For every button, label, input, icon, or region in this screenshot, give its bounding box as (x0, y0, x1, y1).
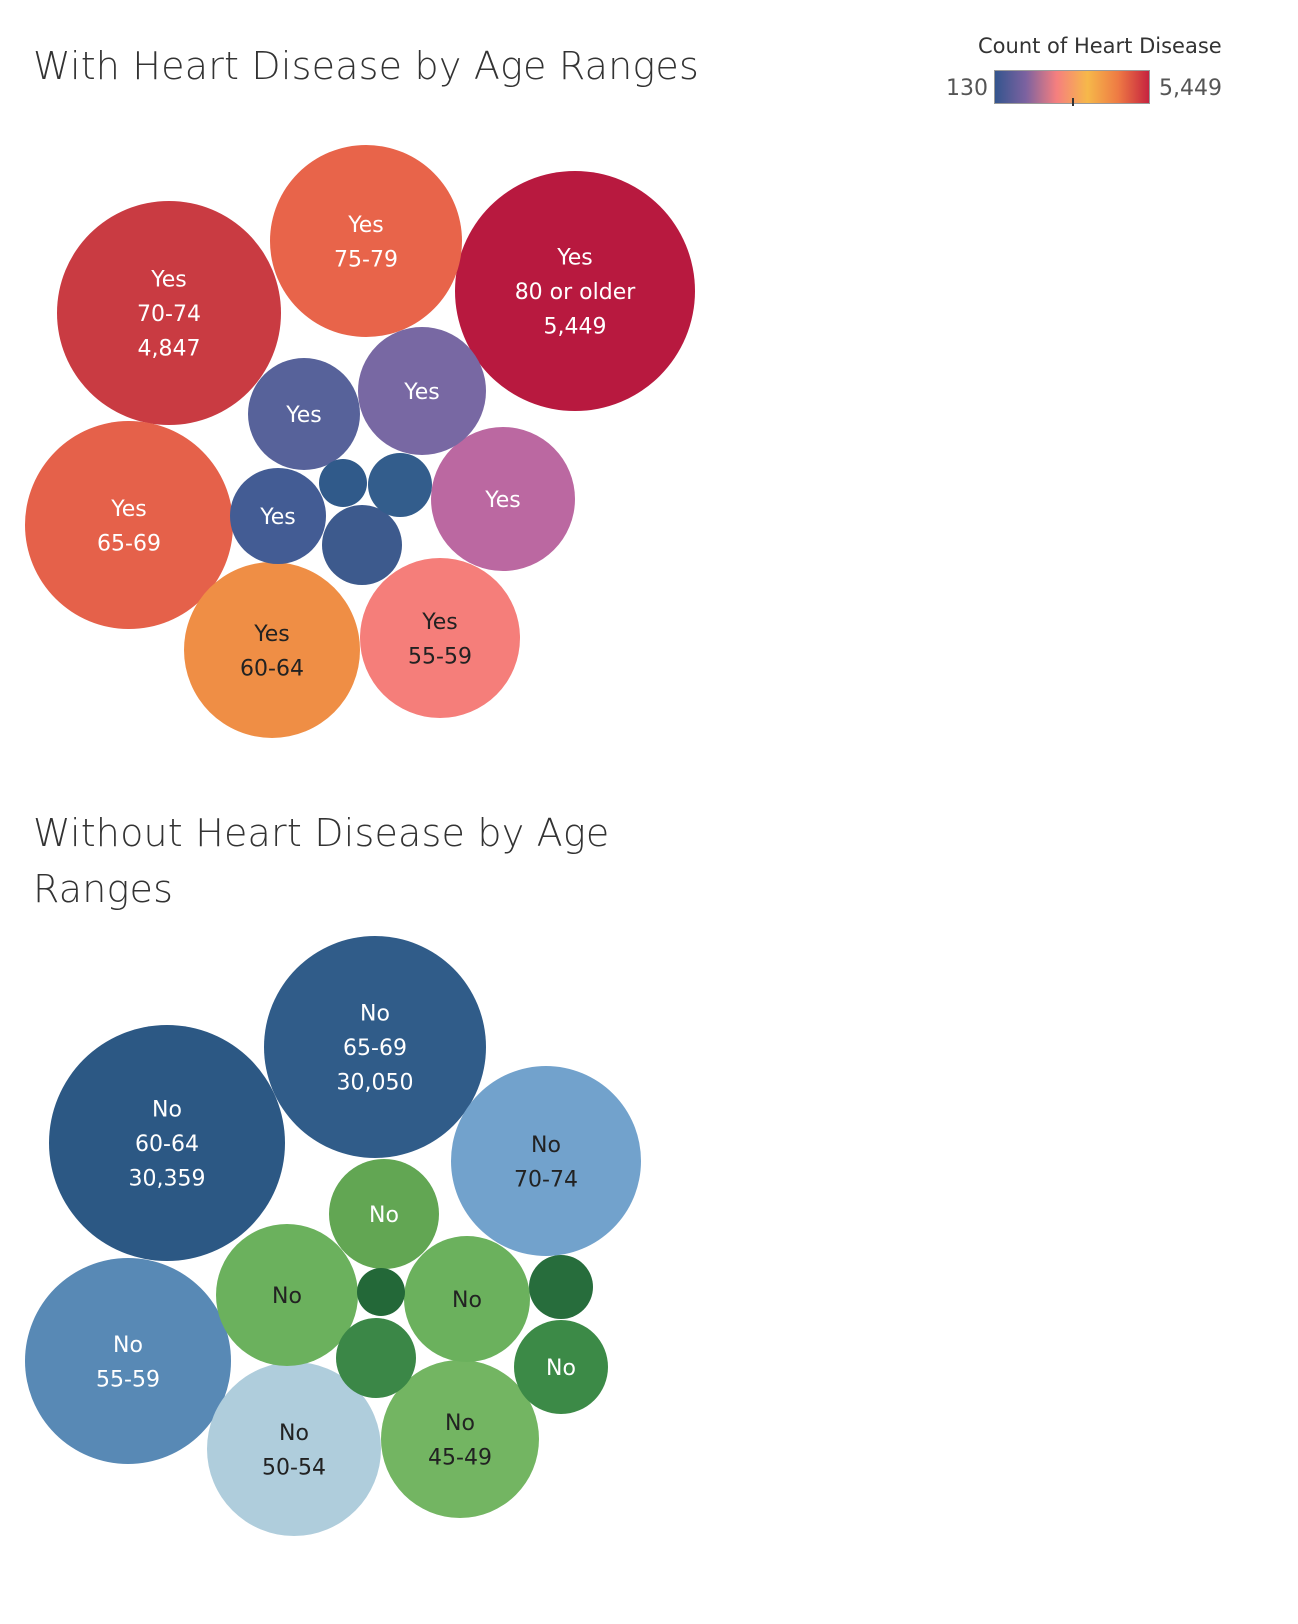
bubble-circle[interactable] (207, 1362, 381, 1536)
bubble-label-age-range: 50-54 (262, 1455, 326, 1480)
bubble-circle[interactable] (57, 201, 281, 425)
bubble-yes-6[interactable]: Yes 55-59 (360, 558, 520, 718)
bubble-yes-4[interactable]: Yes 75-79 (270, 145, 462, 337)
bubble-label-age-range: 70-74 (137, 302, 201, 327)
bubble-chart-with-heart-disease: Yes 80 or older 5,449 Yes 70-74 4,847 Yes 65-69… (25, 145, 695, 738)
bubble-label-heart-disease: Yes (484, 488, 521, 513)
bubble-label-heart-disease: No (445, 1411, 475, 1436)
bubble-circle[interactable] (357, 1268, 405, 1316)
bubble-no-7[interactable]: No (216, 1224, 358, 1366)
bubble-yes-9[interactable]: Yes (248, 358, 360, 470)
chart-title-without-heart-disease: Without Heart Disease by Age Ranges (33, 811, 610, 911)
bubble-label-heart-disease: No (546, 1356, 576, 1381)
bubble-circle[interactable] (529, 1255, 593, 1319)
bubble-unlabeled-11[interactable] (322, 505, 402, 585)
bubble-no-2[interactable]: No 65-69 30,050 (264, 936, 486, 1158)
bubble-circle[interactable] (329, 1159, 439, 1269)
bubble-yes-3[interactable]: Yes 65-69 (25, 421, 233, 629)
bubble-label-heart-disease: No (452, 1288, 482, 1313)
bubble-circle[interactable] (230, 468, 326, 564)
bubble-label-age-range: 45-49 (428, 1445, 492, 1470)
bubble-unlabeled-13[interactable] (319, 459, 367, 507)
bubble-circle[interactable] (216, 1224, 358, 1366)
bubble-label-heart-disease: Yes (110, 497, 147, 522)
bubble-unlabeled-11[interactable] (336, 1318, 416, 1398)
bubble-yes-7[interactable]: Yes (431, 427, 575, 571)
bubble-circle[interactable] (368, 453, 432, 517)
legend-title: Count of Heart Disease (978, 34, 1222, 58)
bubble-label-heart-disease: Yes (259, 505, 296, 530)
bubble-label-age-range: 55-59 (408, 644, 472, 669)
bubble-circle[interactable] (248, 358, 360, 470)
legend-max-label: 5,449 (1159, 76, 1222, 101)
bubble-label-age-range: 65-69 (97, 531, 161, 556)
bubble-label-heart-disease: Yes (347, 213, 384, 238)
bubble-label-age-range: 60-64 (135, 1132, 199, 1157)
bubble-circle[interactable] (25, 1258, 231, 1464)
bubble-label-value: 4,847 (138, 337, 201, 362)
bubble-label-age-range: 65-69 (343, 1036, 407, 1061)
bubble-circle[interactable] (455, 171, 695, 411)
bubble-no-3[interactable]: No 70-74 (451, 1066, 641, 1256)
bubble-label-heart-disease: No (369, 1203, 399, 1228)
bubble-label-heart-disease: No (152, 1098, 182, 1123)
bubble-yes-2[interactable]: Yes 70-74 4,847 (57, 201, 281, 425)
bubble-label-age-range: 60-64 (240, 656, 304, 681)
bubble-chart-without-heart-disease: No 60-64 30,359 No 65-69 30,050 No 70-74 No 55-59… (25, 936, 641, 1536)
bubble-unlabeled-12[interactable] (529, 1255, 593, 1319)
bubble-unlabeled-12[interactable] (368, 453, 432, 517)
bubble-label-heart-disease: Yes (150, 268, 187, 293)
bubble-no-8[interactable]: No (404, 1236, 530, 1362)
bubble-circle[interactable] (184, 562, 360, 738)
chart-title-with-heart-disease: With Heart Disease by Age Ranges (33, 44, 700, 88)
bubble-label-heart-disease: Yes (556, 246, 593, 271)
bubble-label-heart-disease: No (113, 1333, 143, 1358)
bubble-circle[interactable] (381, 1360, 539, 1518)
bubble-circle[interactable] (49, 1025, 285, 1261)
bubble-unlabeled-13[interactable] (357, 1268, 405, 1316)
bubble-label-heart-disease: Yes (421, 610, 458, 635)
bubble-label-heart-disease: Yes (253, 622, 290, 647)
legend-min-label: 130 (946, 76, 988, 101)
bubble-label-heart-disease: No (272, 1284, 302, 1309)
bubble-label-age-range: 80 or older (515, 280, 637, 305)
bubble-yes-5[interactable]: Yes 60-64 (184, 562, 360, 738)
bubble-no-10[interactable]: No (514, 1320, 608, 1414)
bubble-label-heart-disease: No (531, 1133, 561, 1158)
bubble-circle[interactable] (322, 505, 402, 585)
bubble-label-heart-disease: Yes (403, 380, 440, 405)
legend-tick-mark (1072, 98, 1074, 106)
color-legend: Count of Heart Disease 130 5,449 (930, 34, 1270, 124)
bubble-yes-8[interactable]: Yes (358, 327, 486, 455)
bubble-label-age-range: 70-74 (514, 1167, 578, 1192)
bubble-label-heart-disease: No (360, 1002, 390, 1027)
bubble-no-6[interactable]: No 45-49 (381, 1360, 539, 1518)
bubble-no-1[interactable]: No 60-64 30,359 (49, 1025, 285, 1261)
bubble-label-age-range: 75-79 (334, 247, 398, 272)
bubble-label-heart-disease: Yes (285, 403, 322, 428)
bubble-no-4[interactable]: No 55-59 (25, 1258, 231, 1464)
bubble-circle[interactable] (514, 1320, 608, 1414)
bubble-label-age-range: 55-59 (96, 1367, 160, 1392)
bubble-no-5[interactable]: No 50-54 (207, 1362, 381, 1536)
bubble-circle[interactable] (431, 427, 575, 571)
bubble-circle[interactable] (270, 145, 462, 337)
bubble-circle[interactable] (264, 936, 486, 1158)
bubble-circle[interactable] (451, 1066, 641, 1256)
bubble-no-9[interactable]: No (329, 1159, 439, 1269)
bubble-circle[interactable] (319, 459, 367, 507)
bubble-yes-10[interactable]: Yes (230, 468, 326, 564)
bubble-circle[interactable] (25, 421, 233, 629)
bubble-circle[interactable] (404, 1236, 530, 1362)
bubble-label-value: 30,050 (337, 1071, 414, 1096)
bubble-circle[interactable] (358, 327, 486, 455)
bubble-label-value: 30,359 (129, 1167, 206, 1192)
bubble-label-value: 5,449 (544, 315, 607, 340)
bubble-yes-1[interactable]: Yes 80 or older 5,449 (455, 171, 695, 411)
bubble-circle[interactable] (360, 558, 520, 718)
bubble-circle[interactable] (336, 1318, 416, 1398)
bubble-label-heart-disease: No (279, 1421, 309, 1446)
